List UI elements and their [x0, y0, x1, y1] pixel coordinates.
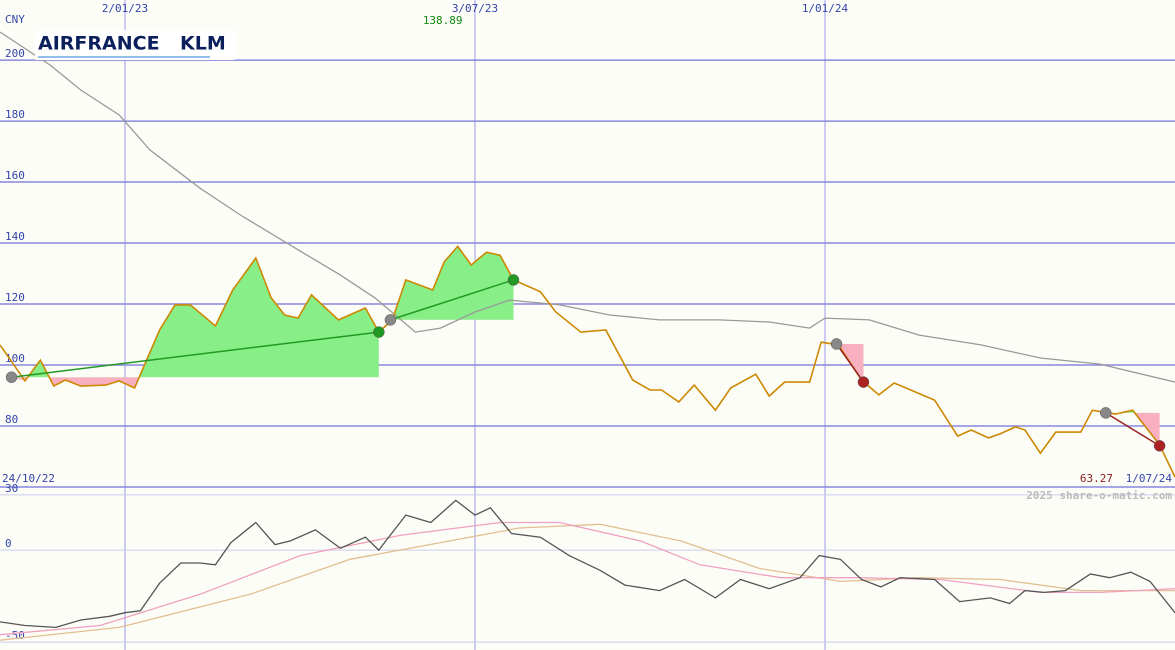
y-tick-label: 80: [5, 413, 18, 426]
x-tick-label: 2/01/23: [102, 2, 148, 15]
series-line: [0, 499, 1175, 629]
start-date: 24/10/22: [2, 472, 55, 485]
y-tick-label: 100: [5, 352, 25, 365]
watermark: 2025 share-o-matic.com: [1026, 489, 1172, 502]
series-line: [0, 523, 1175, 641]
trade-entry: [384, 314, 397, 326]
trade-link: [390, 279, 514, 321]
annotation: 63.27: [1080, 472, 1113, 485]
y-unit: CNY: [5, 13, 25, 26]
trade-fill: [390, 246, 514, 320]
annotation: 138.89: [423, 14, 463, 27]
trade-fill: [1105, 410, 1160, 413]
trade-exit: [373, 326, 385, 338]
y-tick-label: 160: [5, 169, 25, 182]
trade-link: [1105, 412, 1161, 447]
trade-exit: [507, 274, 520, 286]
trade-link: [11, 331, 379, 378]
y-tick-label: 140: [5, 230, 25, 243]
y-tick-label: 200: [5, 47, 25, 60]
series-line: [0, 521, 1175, 636]
trade-exit: [1153, 440, 1166, 452]
logo-box: [35, 30, 235, 60]
x-tick-label: 1/01/24: [802, 2, 849, 15]
trade-fill: [11, 257, 379, 378]
y-tick-label: 30: [5, 482, 18, 495]
trade-entry: [5, 371, 18, 383]
trade-entry: [1100, 407, 1112, 419]
trade-exit: [857, 376, 870, 388]
y-tick-label: 0: [5, 537, 12, 550]
y-tick-label: -50: [5, 629, 25, 642]
series-line: [0, 31, 1175, 383]
trade-entry: [830, 338, 843, 350]
series-line: [0, 245, 1175, 478]
logo-partner: KLM: [180, 33, 226, 55]
y-tick-label: 180: [5, 108, 25, 121]
y-tick-label: 120: [5, 291, 25, 304]
logo-brand: AIRFRANCE: [38, 33, 160, 55]
trade-link: [835, 343, 865, 383]
end-date: 1/07/24: [1126, 472, 1173, 485]
trade-fill: [1105, 412, 1160, 446]
x-tick-label: 3/07/23: [452, 2, 498, 15]
